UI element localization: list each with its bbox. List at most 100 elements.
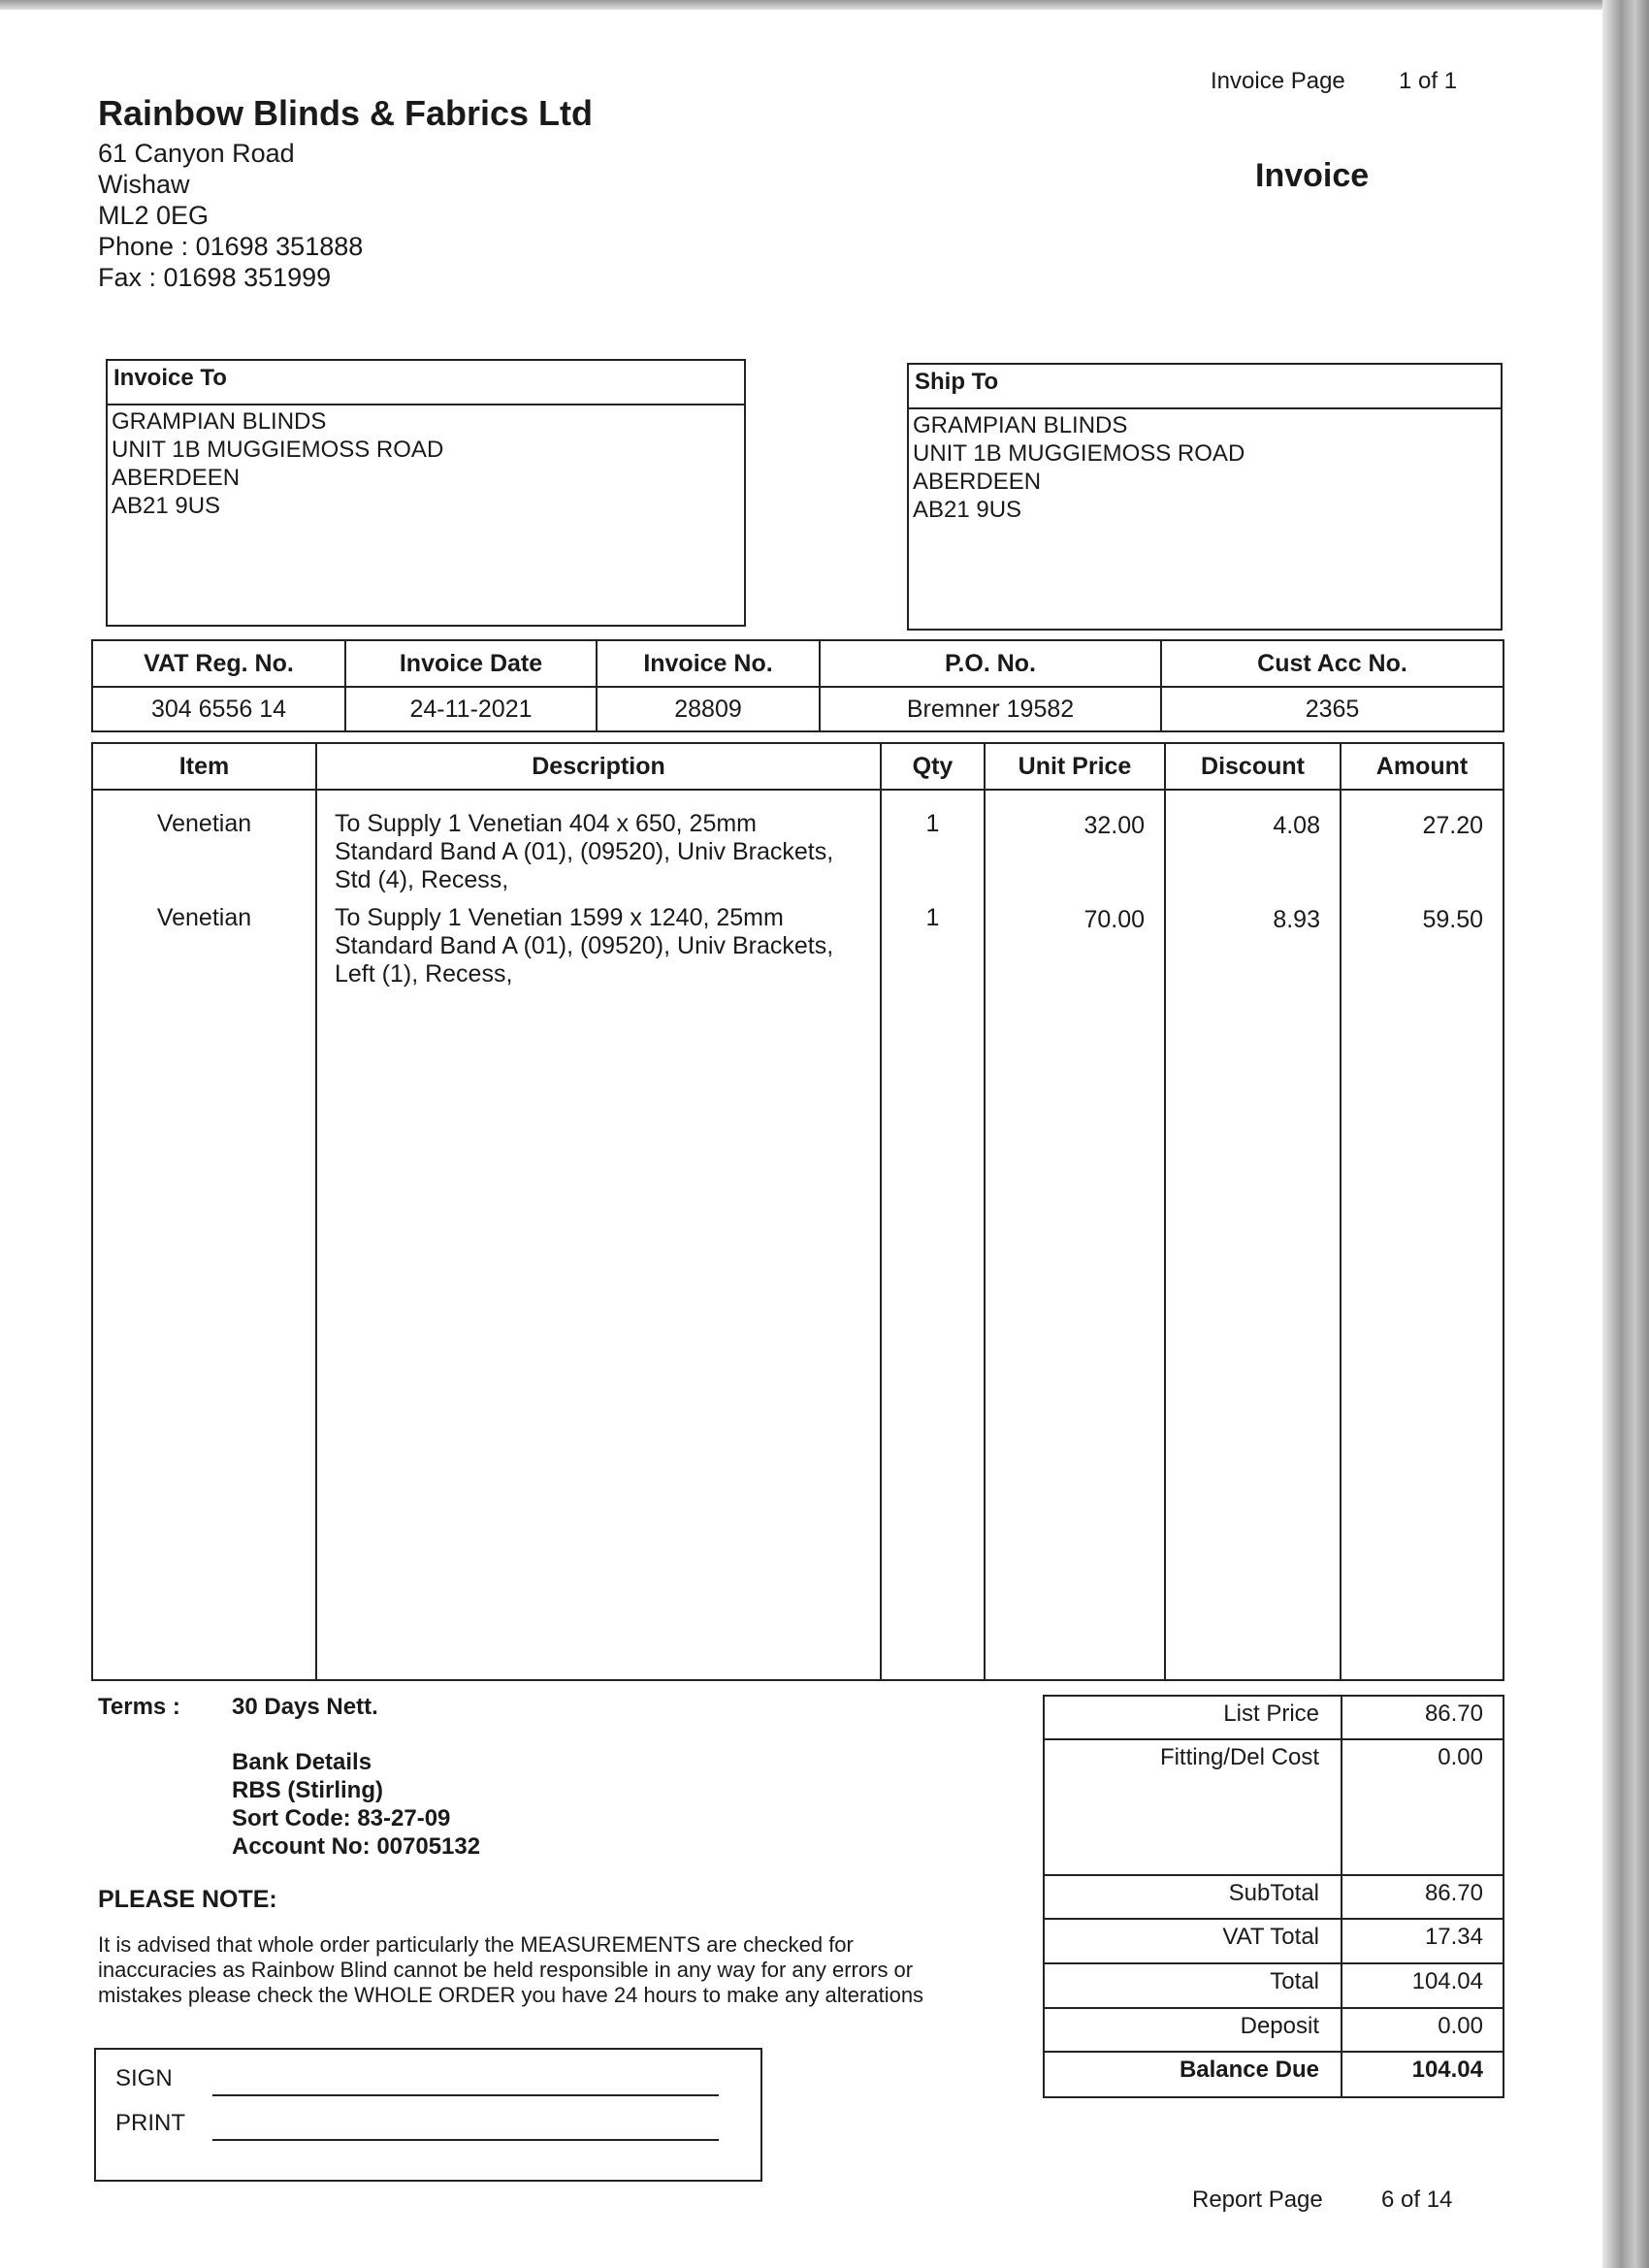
item-description: To Supply 1 Venetian 404 x 650, 25mm Sta… bbox=[315, 790, 882, 894]
invoice-no-value: 28809 bbox=[596, 686, 821, 732]
header-amount: Amount bbox=[1340, 742, 1504, 791]
invoice-to-label: Invoice To bbox=[108, 361, 744, 405]
total-value: 104.04 bbox=[1341, 1962, 1504, 2009]
item-unit-price: 32.00 bbox=[984, 790, 1166, 894]
invoice-to-line: GRAMPIAN BLINDS bbox=[112, 408, 327, 435]
scan-right-edge bbox=[1602, 0, 1649, 2268]
fitting-value: 0.00 bbox=[1341, 1738, 1504, 1876]
list-price-label: List Price bbox=[1043, 1695, 1342, 1740]
invoice-page-value: 1 of 1 bbox=[1399, 68, 1458, 94]
deposit-label: Deposit bbox=[1043, 2007, 1342, 2053]
item-qty: 1 bbox=[880, 894, 986, 1678]
report-page-label: Report Page bbox=[1192, 2187, 1323, 2213]
desc-line: Standard Band A (01), (09520), Univ Brac… bbox=[335, 932, 834, 959]
item-amount: 59.50 bbox=[1340, 894, 1504, 1678]
subtotal-label: SubTotal bbox=[1043, 1874, 1342, 1920]
table-row: Venetian To Supply 1 Venetian 404 x 650,… bbox=[91, 790, 1504, 894]
please-note-title: PLEASE NOTE: bbox=[98, 1886, 277, 1913]
vat-reg-value: 304 6556 14 bbox=[91, 686, 346, 732]
invoice-date-value: 24-11-2021 bbox=[344, 686, 598, 732]
header-invoice-date: Invoice Date bbox=[344, 639, 598, 688]
item-name: Venetian bbox=[91, 894, 317, 1678]
terms-label: Terms : bbox=[98, 1694, 180, 1720]
totals-row: VAT Total 17.34 bbox=[1043, 1918, 1504, 1964]
item-unit-price: 70.00 bbox=[984, 894, 1166, 1678]
totals-row: Total 104.04 bbox=[1043, 1962, 1504, 2009]
sign-label: SIGN bbox=[115, 2065, 173, 2091]
ship-to-line: AB21 9US bbox=[913, 497, 1022, 523]
header-description: Description bbox=[315, 742, 882, 791]
header-item: Item bbox=[91, 742, 317, 791]
address-line: ML2 0EG bbox=[98, 201, 210, 230]
totals-table: List Price 86.70 Fitting/Del Cost 0.00 Sub… bbox=[1043, 1695, 1504, 2098]
desc-line: To Supply 1 Venetian 404 x 650, 25mm bbox=[335, 810, 758, 837]
bank-details: Bank Details RBS (Stirling) Sort Code: 8… bbox=[232, 1748, 480, 1861]
desc-line: Standard Band A (01), (09520), Univ Brac… bbox=[335, 838, 834, 865]
subtotal-value: 86.70 bbox=[1341, 1874, 1504, 1920]
report-page-value: 6 of 14 bbox=[1381, 2187, 1453, 2213]
address-line: 61 Canyon Road bbox=[98, 139, 295, 168]
note-line: It is advised that whole order particula… bbox=[98, 1932, 854, 1957]
fitting-label: Fitting/Del Cost bbox=[1043, 1738, 1342, 1876]
sign-line[interactable] bbox=[212, 2094, 719, 2096]
company-address: 61 Canyon Road Wishaw ML2 0EG Phone : 01… bbox=[98, 138, 363, 293]
totals-row: Fitting/Del Cost 0.00 bbox=[1043, 1738, 1504, 1876]
header-cust-acc: Cust Acc No. bbox=[1160, 639, 1504, 688]
header-qty: Qty bbox=[880, 742, 986, 791]
ship-to-label: Ship To bbox=[909, 365, 1501, 409]
desc-line: Std (4), Recess, bbox=[335, 866, 509, 893]
fax: Fax : 01698 351999 bbox=[98, 263, 332, 292]
ship-to-line: ABERDEEN bbox=[913, 469, 1042, 495]
item-discount: 4.08 bbox=[1164, 790, 1342, 894]
item-description: To Supply 1 Venetian 1599 x 1240, 25mm S… bbox=[315, 894, 882, 1678]
print-label: PRINT bbox=[115, 2110, 185, 2136]
item-name: Venetian bbox=[91, 790, 317, 894]
cust-acc-value: 2365 bbox=[1160, 686, 1504, 732]
terms-value: 30 Days Nett. bbox=[232, 1694, 378, 1720]
header-invoice-no: Invoice No. bbox=[596, 639, 821, 688]
total-label: Total bbox=[1043, 1962, 1342, 2009]
note-line: mistakes please check the WHOLE ORDER yo… bbox=[98, 1983, 924, 2007]
ship-to-line: UNIT 1B MUGGIEMOSS ROAD bbox=[913, 440, 1245, 467]
scan-top-edge bbox=[0, 0, 1649, 10]
vat-total-label: VAT Total bbox=[1043, 1918, 1342, 1964]
ship-to-box: Ship To GRAMPIAN BLINDS UNIT 1B MUGGIEMO… bbox=[907, 363, 1503, 631]
header-vat-reg: VAT Reg. No. bbox=[91, 639, 346, 688]
company-name: Rainbow Blinds & Fabrics Ltd bbox=[98, 93, 594, 133]
doc-title: Invoice bbox=[1255, 157, 1370, 194]
desc-line: To Supply 1 Venetian 1599 x 1240, 25mm bbox=[335, 904, 784, 931]
please-note-text: It is advised that whole order particula… bbox=[98, 1932, 923, 2008]
balance-due-label: Balance Due bbox=[1043, 2051, 1342, 2098]
print-line[interactable] bbox=[212, 2139, 719, 2141]
account-no: Account No: 00705132 bbox=[232, 1833, 481, 1860]
totals-row: SubTotal 86.70 bbox=[1043, 1874, 1504, 1920]
ship-to-line: GRAMPIAN BLINDS bbox=[913, 412, 1128, 438]
deposit-value: 0.00 bbox=[1341, 2007, 1504, 2053]
vat-total-value: 17.34 bbox=[1341, 1918, 1504, 1964]
sort-code: Sort Code: 83-27-09 bbox=[232, 1805, 451, 1831]
bank-name: RBS (Stirling) bbox=[232, 1777, 383, 1803]
po-no-value: Bremner 19582 bbox=[819, 686, 1162, 732]
item-qty: 1 bbox=[880, 790, 986, 894]
bank-details-title: Bank Details bbox=[232, 1749, 372, 1775]
header-po-no: P.O. No. bbox=[819, 639, 1162, 688]
invoice-page-label: Invoice Page bbox=[1211, 68, 1345, 94]
invoice-to-box: Invoice To GRAMPIAN BLINDS UNIT 1B MUGGI… bbox=[106, 359, 746, 627]
invoice-to-line: UNIT 1B MUGGIEMOSS ROAD bbox=[112, 437, 444, 463]
desc-line: Left (1), Recess, bbox=[335, 960, 513, 988]
totals-row: List Price 86.70 bbox=[1043, 1695, 1504, 1740]
header-unit-price: Unit Price bbox=[984, 742, 1166, 791]
invoice-to-line: ABERDEEN bbox=[112, 465, 241, 491]
invoice-info-table: VAT Reg. No. Invoice Date Invoice No. P.… bbox=[91, 639, 1504, 732]
address-line: Wishaw bbox=[98, 170, 190, 199]
item-amount: 27.20 bbox=[1340, 790, 1504, 894]
items-table: Item Description Qty Unit Price Discount… bbox=[91, 742, 1504, 1681]
phone: Phone : 01698 351888 bbox=[98, 232, 364, 261]
totals-row: Deposit 0.00 bbox=[1043, 2007, 1504, 2053]
table-row: Venetian To Supply 1 Venetian 1599 x 124… bbox=[91, 894, 1504, 1678]
invoice-to-line: AB21 9US bbox=[112, 493, 221, 519]
item-discount: 8.93 bbox=[1164, 894, 1342, 1678]
signature-box: SIGN PRINT bbox=[94, 2048, 762, 2182]
balance-due-value: 104.04 bbox=[1341, 2051, 1504, 2098]
totals-row: Balance Due 104.04 bbox=[1043, 2051, 1504, 2098]
